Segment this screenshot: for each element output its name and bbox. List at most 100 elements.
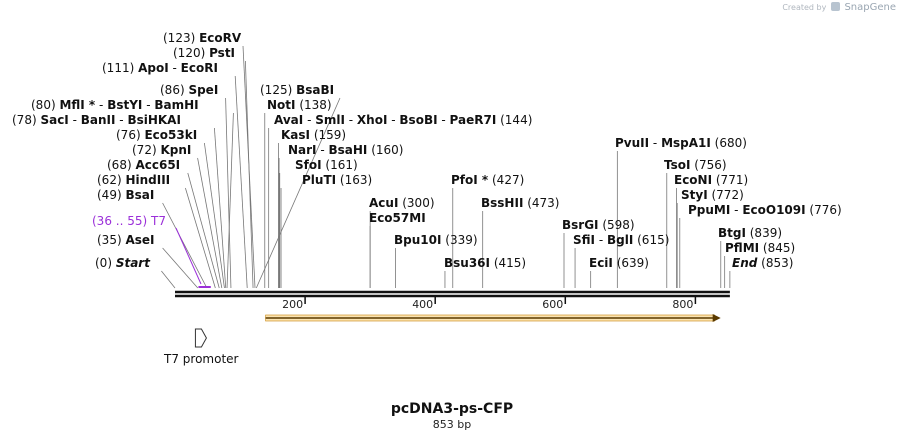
site-leader-line [185, 187, 216, 289]
site-leader-line [214, 127, 227, 289]
site-separator: - [387, 113, 399, 127]
site-position: (776) [806, 203, 842, 217]
site-label: KasI (159) [281, 128, 346, 142]
site-label: Bsu36I (415) [444, 256, 526, 270]
site-position: (138) [296, 98, 332, 112]
site-label: (35) AseI [97, 233, 155, 247]
site-leader-line [242, 45, 256, 289]
site-position: (78) [12, 113, 40, 127]
site-label: (123) EcoRV [163, 31, 242, 45]
site-label: (62) HindIII [97, 173, 170, 187]
enzyme-name: SpeI [188, 83, 218, 97]
enzyme-name: SacI [40, 113, 68, 127]
site-separator: - [95, 98, 107, 112]
site-label: Eco57MI [369, 211, 426, 225]
enzyme-name: SfiI [573, 233, 595, 247]
site-separator: - [115, 113, 127, 127]
site-label: AvaI - SmlI - XhoI - BsoBI - PaeR7I (144… [274, 113, 532, 127]
site-position: (615) [633, 233, 669, 247]
enzyme-name: SfoI [295, 158, 322, 172]
site-position: (415) [490, 256, 526, 270]
site-position: (35) [97, 233, 125, 247]
enzyme-name: TsoI [664, 158, 690, 172]
enzyme-name: BsoBI [399, 113, 437, 127]
site-separator: - [69, 113, 81, 127]
site-label: (78) SacI - BanII - BsiHKAI [12, 113, 181, 127]
site-position: (144) [496, 113, 532, 127]
ruler-tick-label: 200 [282, 298, 303, 311]
enzyme-name: BsiHKAI [127, 113, 181, 127]
site-position: (598) [599, 218, 635, 232]
enzyme-name: EcoRI [181, 61, 218, 75]
site-label: PfoI * (427) [451, 173, 524, 187]
site-position: (772) [708, 188, 744, 202]
site-label: (72) KpnI [132, 143, 191, 157]
site-leader-line [162, 247, 199, 289]
site-label: PvuII - MspA1I (680) [615, 136, 747, 150]
site-label: (49) BsaI [97, 188, 154, 202]
enzyme-name: EcoO109I [742, 203, 805, 217]
enzyme-name: StyI [681, 188, 708, 202]
site-label: TsoI (756) [664, 158, 727, 172]
enzyme-name: EcoNI [674, 173, 712, 187]
site-separator: - [649, 136, 661, 150]
enzyme-name: NarI [288, 143, 317, 157]
site-position: (300) [398, 196, 434, 210]
site-label: (125) BsaBI [260, 83, 334, 97]
enzyme-name: KasI [281, 128, 310, 142]
site-leader-line [197, 157, 223, 289]
site-separator: - [438, 113, 450, 127]
ruler-tick-label: 600 [542, 298, 563, 311]
ruler-tick-label: 400 [412, 298, 433, 311]
site-separator: - [345, 113, 357, 127]
enzyme-name: BsaI [125, 188, 154, 202]
site-position: (68) [107, 158, 135, 172]
enzyme-name: BanII [81, 113, 116, 127]
enzyme-name: AvaI [274, 113, 303, 127]
site-label: (86) SpeI [160, 83, 218, 97]
site-position: (62) [97, 173, 125, 187]
enzyme-name: Eco53kI [144, 128, 197, 142]
enzyme-name: PstI [209, 46, 235, 60]
enzyme-name: BstYI [107, 98, 142, 112]
enzyme-name: BamHI [154, 98, 198, 112]
site-label: (80) MflI * - BstYI - BamHI [31, 98, 199, 112]
enzyme-name: NotI [267, 98, 296, 112]
site-position: (839) [746, 226, 782, 240]
site-label: (68) Acc65I [107, 158, 180, 172]
site-position: (123) [163, 31, 199, 45]
site-leader-line [226, 112, 234, 289]
site-position: (639) [613, 256, 649, 270]
enzyme-name: Bsu36I [444, 256, 490, 270]
t7-promoter-label: T7 promoter [164, 352, 239, 366]
site-leader-line [225, 97, 232, 289]
site-label: BsrGI (598) [562, 218, 635, 232]
enzyme-name: BssHII [481, 196, 523, 210]
site-position: (427) [488, 173, 524, 187]
site-position: (163) [336, 173, 372, 187]
site-label: (0) Start [95, 256, 151, 270]
enzyme-name: BsaBI [296, 83, 334, 97]
site-position: (111) [102, 61, 138, 75]
site-label: PpuMI - EcoO109I (776) [688, 203, 842, 217]
site-leader-line [204, 142, 225, 289]
site-label: BtgI (839) [718, 226, 782, 240]
map-length: 853 bp [432, 418, 472, 431]
enzyme-name: ApoI [138, 61, 169, 75]
site-position: (72) [132, 143, 160, 157]
site-label: NarI - BsaHI (160) [288, 143, 404, 157]
site-leader-line [187, 172, 220, 289]
site-position: (853) [757, 256, 793, 270]
enzyme-name: HindIII [125, 173, 170, 187]
site-position: (76) [116, 128, 144, 142]
enzyme-name: KpnI [160, 143, 191, 157]
site-label: SfoI (161) [295, 158, 358, 172]
enzyme-name: PpuMI [688, 203, 730, 217]
site-position: (125) [260, 83, 296, 97]
snapgene-credit: Created by SnapGene [782, 2, 896, 13]
site-leader-line [161, 270, 176, 289]
site-position: (339) [441, 233, 477, 247]
enzyme-name: Acc65I [135, 158, 180, 172]
enzyme-name: Start [116, 256, 151, 270]
site-label: Bpu10I (339) [394, 233, 478, 247]
